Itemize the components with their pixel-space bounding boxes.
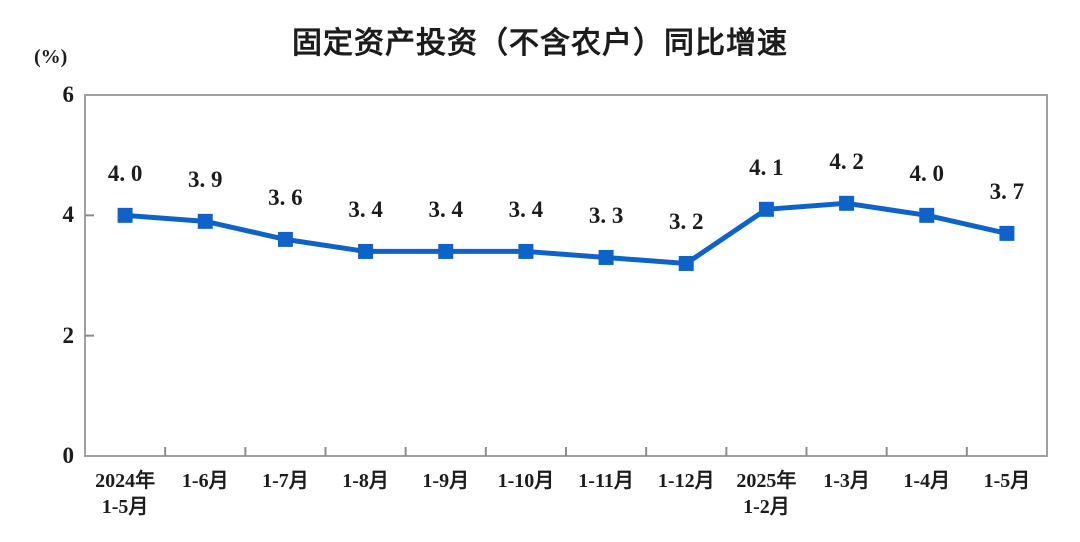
y-tick-label: 4 xyxy=(62,202,75,228)
x-axis-label: 1-5月 xyxy=(983,470,1031,492)
x-axis-label: 1-7月 xyxy=(262,470,309,492)
series-line xyxy=(122,200,1010,266)
x-axis-label: 2024年 1-5月 xyxy=(95,470,156,518)
y-tick-label: 2 xyxy=(62,322,75,348)
plot-border xyxy=(84,94,1048,457)
data-point-marker xyxy=(438,243,454,259)
data-point-label: 4. 0 xyxy=(107,161,143,187)
data-point-label: 3. 4 xyxy=(428,197,464,223)
data-point-marker xyxy=(518,243,534,259)
data-point-marker xyxy=(839,195,855,211)
data-point-label: 3. 4 xyxy=(508,197,544,223)
data-point-marker xyxy=(197,213,213,229)
data-point-marker xyxy=(919,207,935,223)
data-point-marker xyxy=(678,255,694,271)
data-point-label: 4. 2 xyxy=(829,149,864,175)
data-point-marker xyxy=(999,225,1015,241)
data-point-label: 3. 2 xyxy=(669,209,704,235)
x-axis-label: 1-8月 xyxy=(342,470,389,492)
data-point-marker xyxy=(358,243,374,259)
data-point-label: 3. 4 xyxy=(348,197,383,223)
x-axis-label: 2025年 1-2月 xyxy=(736,470,797,518)
data-point-label: 3. 9 xyxy=(188,167,223,193)
chart-title: 固定资产投资（不含农户）同比增速 xyxy=(292,27,788,60)
data-point-label: 4. 1 xyxy=(749,155,784,181)
y-axis-unit-label: (%) xyxy=(34,46,68,68)
x-axis-label: 1-12月 xyxy=(657,470,715,492)
data-point-label: 3. 7 xyxy=(989,179,1025,205)
y-tick-label: 0 xyxy=(62,443,75,468)
x-axis-label: 1-3月 xyxy=(823,470,870,492)
x-axis-label: 1-10月 xyxy=(497,470,555,492)
data-point-marker xyxy=(758,201,774,217)
y-tick-label: 6 xyxy=(62,82,75,107)
x-axis-label: 1-4月 xyxy=(903,470,951,492)
x-axis-label: 1-9月 xyxy=(422,470,470,492)
data-point-marker xyxy=(117,207,133,223)
data-point-marker xyxy=(277,231,293,247)
x-axis-label: 1-11月 xyxy=(578,470,634,492)
data-point-label: 3. 6 xyxy=(268,185,303,211)
data-point-label: 4. 0 xyxy=(909,161,945,187)
data-point-label: 3. 3 xyxy=(588,203,624,229)
x-axis-label: 1-6月 xyxy=(181,470,229,492)
data-point-marker xyxy=(598,249,614,265)
